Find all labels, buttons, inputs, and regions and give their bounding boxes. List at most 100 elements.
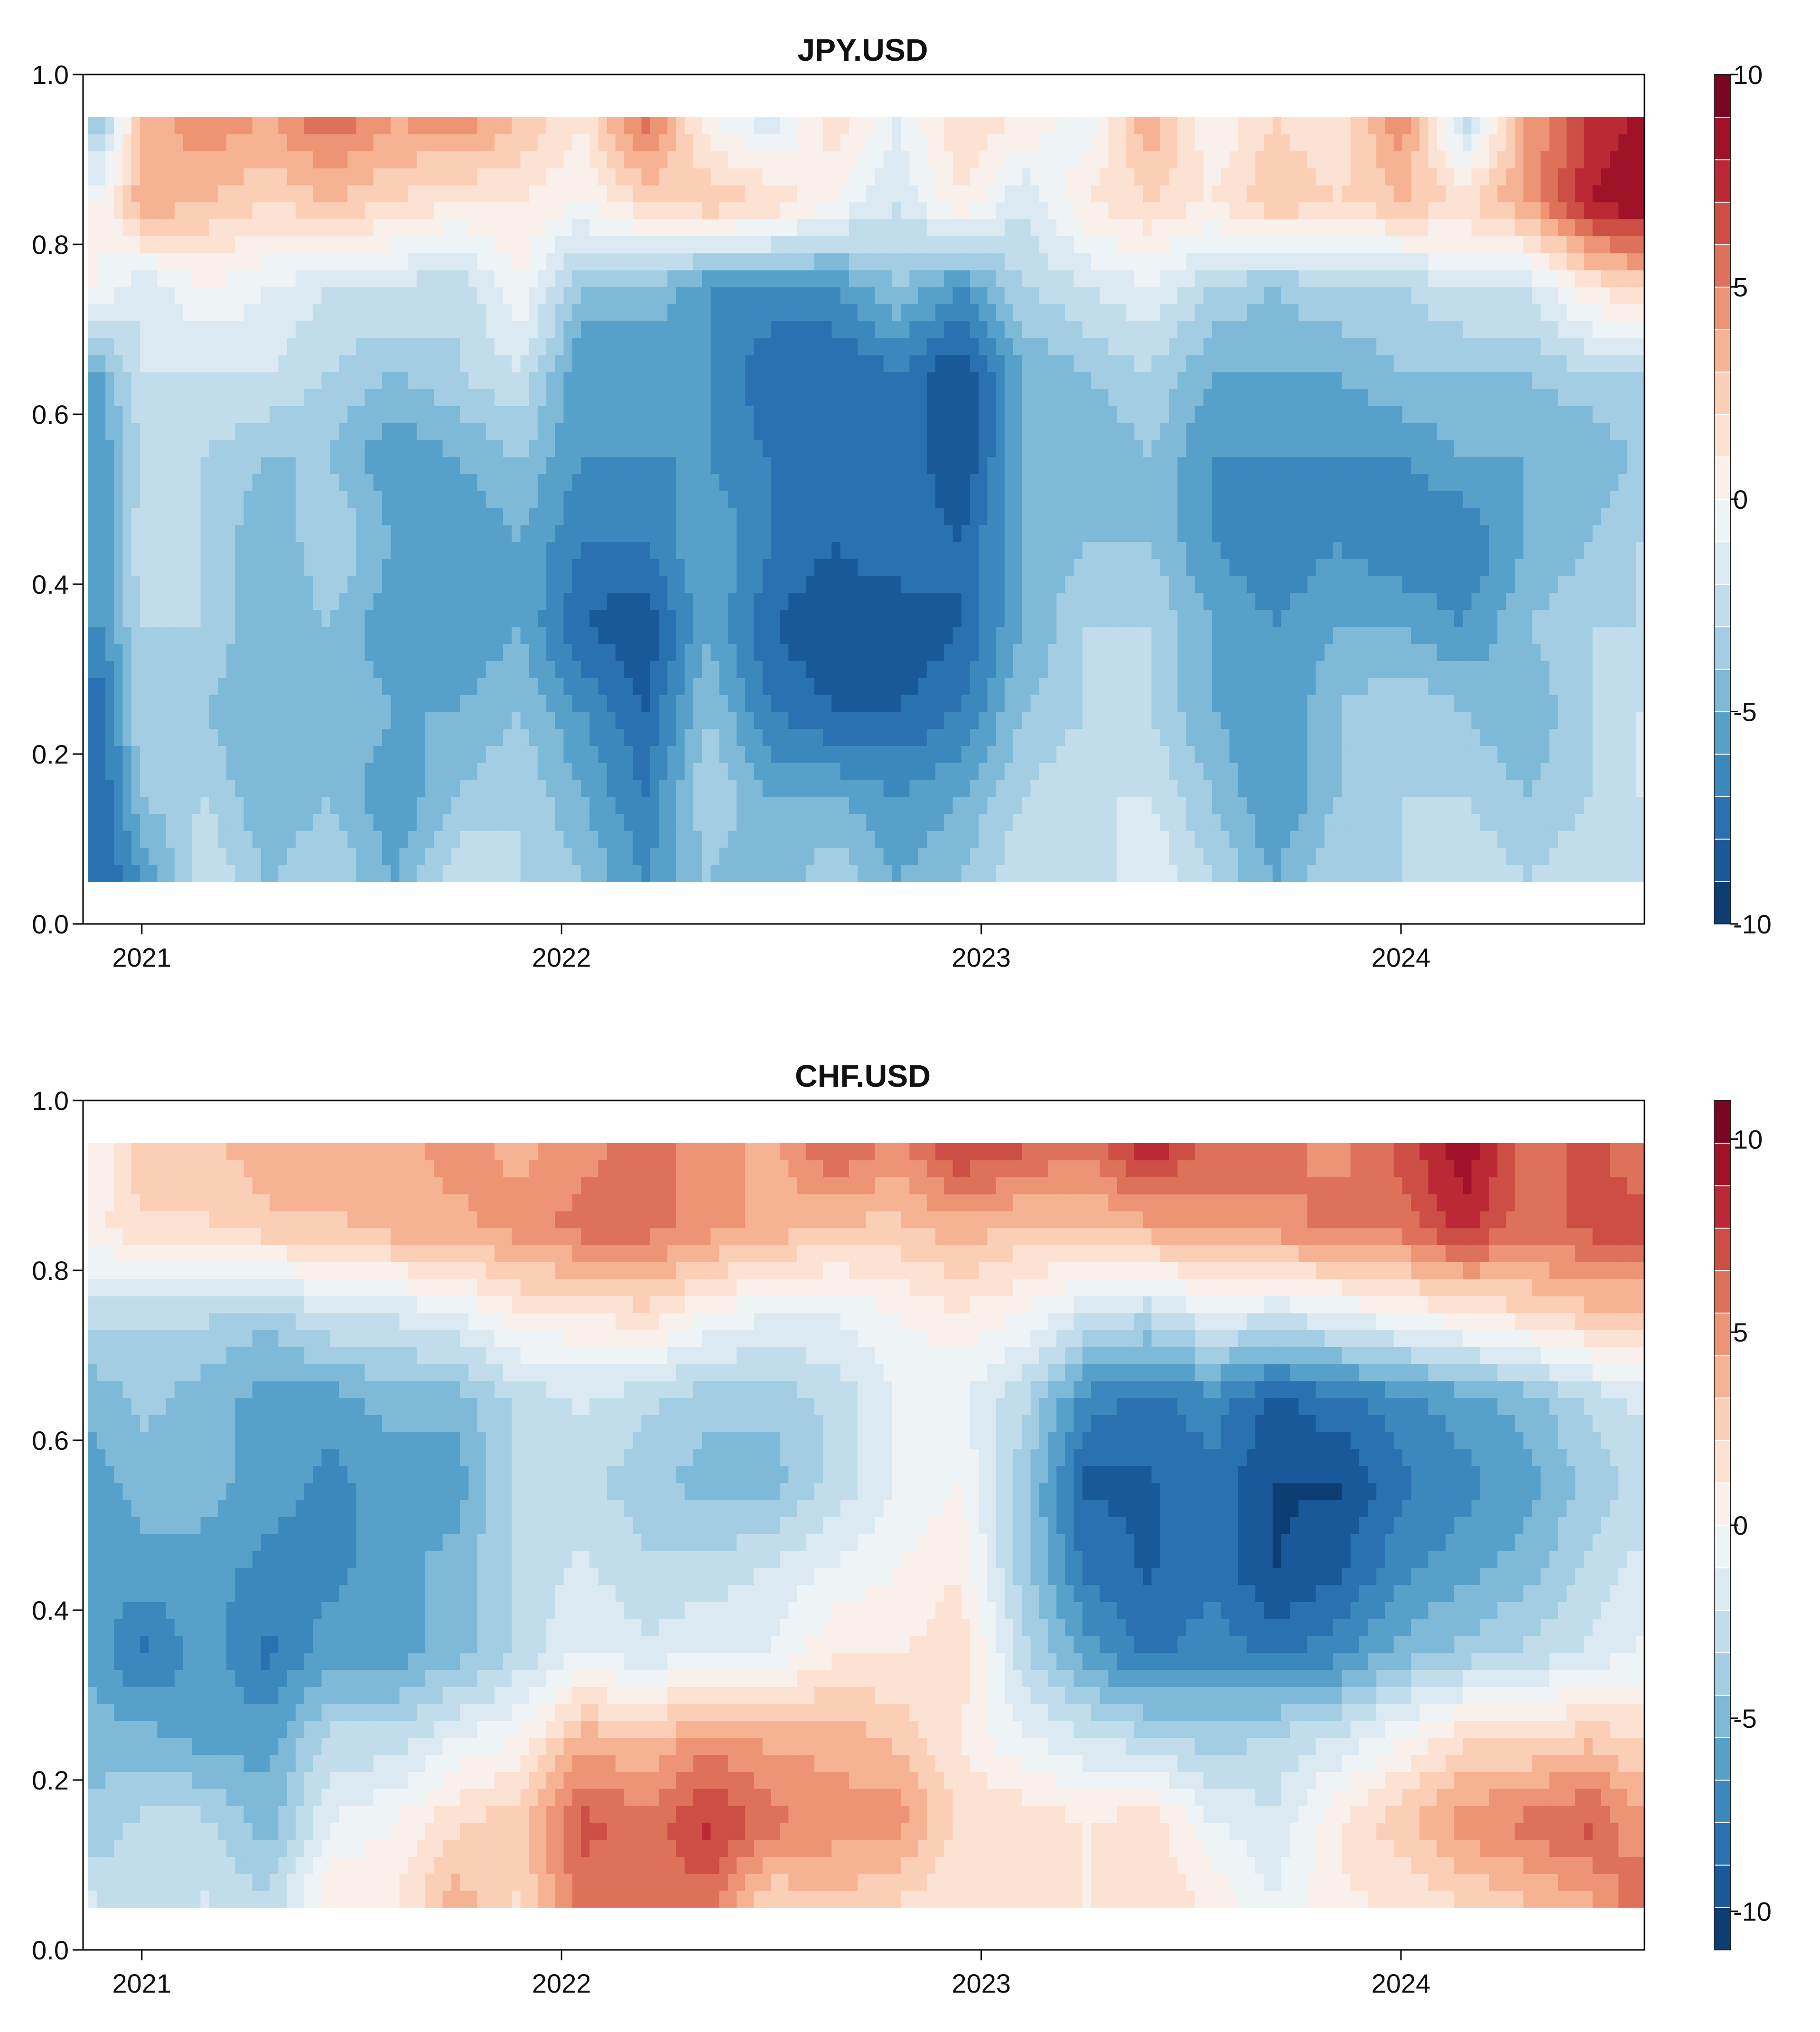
heatmap-cell (858, 337, 867, 355)
heatmap-cell (598, 541, 607, 559)
heatmap-cell (88, 389, 97, 406)
heatmap-cell (624, 592, 634, 610)
heatmap-cell (650, 626, 659, 644)
heatmap-cell (866, 134, 876, 151)
heatmap-cell (347, 372, 357, 390)
heatmap-cell (243, 592, 253, 610)
heatmap-cell (157, 592, 167, 610)
heatmap-cell (926, 541, 936, 559)
heatmap-cell (546, 304, 556, 321)
heatmap-cell (754, 711, 763, 729)
heatmap-cell (122, 864, 132, 882)
heatmap-cell (235, 661, 244, 678)
heatmap-cell (935, 202, 945, 220)
heatmap-cell (563, 847, 573, 865)
heatmap-cell (460, 287, 469, 305)
heatmap-cell (321, 219, 331, 236)
heatmap-cell (555, 796, 564, 814)
heatmap-cell (797, 321, 806, 338)
heatmap-cell (831, 491, 841, 508)
heatmap-cell (918, 592, 927, 610)
heatmap-cell (330, 694, 339, 712)
heatmap-cell (797, 592, 806, 610)
heatmap-cell (892, 576, 901, 593)
heatmap-cell (935, 151, 945, 168)
heatmap-cell (339, 643, 348, 661)
heatmap-cell (607, 219, 616, 236)
heatmap-cell (581, 541, 590, 559)
heatmap-cell (217, 592, 227, 610)
heatmap-cell (226, 796, 236, 814)
heatmap-cell (252, 219, 261, 236)
heatmap-cell (616, 830, 625, 848)
heatmap-cell (546, 321, 556, 338)
heatmap-cell (616, 219, 625, 236)
heatmap-cell (866, 354, 876, 373)
heatmap-cell (926, 168, 936, 186)
heatmap-cell (616, 711, 625, 729)
heatmap-cell (217, 711, 227, 729)
heatmap-cell (408, 117, 417, 135)
heatmap-cell (762, 422, 772, 440)
heatmap-cell (581, 457, 590, 475)
heatmap-cell (650, 457, 659, 475)
heatmap-cell (926, 422, 936, 440)
heatmap-cell (278, 337, 288, 355)
heatmap-cell (1004, 372, 1014, 390)
heatmap-cell (987, 507, 997, 525)
heatmap-cell (875, 661, 884, 678)
heatmap-cell (131, 728, 140, 746)
heatmap-cell (451, 592, 460, 610)
heatmap-cell (347, 779, 357, 797)
heatmap-cell (382, 746, 392, 763)
heatmap-cell (425, 219, 435, 236)
heatmap-cell (754, 439, 763, 457)
heatmap-cell (313, 252, 322, 270)
heatmap-cell (451, 168, 460, 186)
heatmap-cell (88, 643, 97, 661)
heatmap-cell (616, 762, 625, 780)
heatmap-cell (684, 830, 694, 848)
heatmap-cell (771, 524, 780, 542)
heatmap-cell (710, 252, 720, 270)
heatmap-cell (364, 389, 374, 406)
heatmap-cell (347, 541, 357, 559)
heatmap-cell (858, 864, 867, 882)
heatmap-cell (624, 813, 634, 831)
heatmap-cell (616, 270, 625, 288)
heatmap-cell (460, 694, 469, 712)
heatmap-cell (892, 643, 901, 661)
heatmap-cell (477, 746, 486, 763)
heatmap-cell (520, 677, 530, 695)
heatmap-cell (987, 813, 997, 831)
heatmap-cell (1039, 236, 1048, 253)
heatmap-cell (1022, 134, 1031, 151)
heatmap-cell (451, 661, 460, 678)
heatmap-cell (676, 134, 685, 151)
heatmap-cell (719, 321, 728, 338)
heatmap-cell (814, 830, 823, 848)
heatmap-cell (1013, 457, 1022, 475)
heatmap-cell (252, 422, 261, 440)
heatmap-cell (901, 270, 910, 288)
heatmap-cell (676, 372, 685, 390)
heatmap-cell (641, 779, 651, 797)
heatmap-cell (485, 134, 495, 151)
heatmap-cell (840, 439, 849, 457)
heatmap-cell (754, 321, 763, 338)
heatmap-cell (728, 457, 737, 475)
heatmap-cell (659, 372, 668, 390)
heatmap-cell (563, 422, 573, 440)
heatmap-cell (235, 219, 244, 236)
heatmap-cell (391, 643, 400, 661)
heatmap-cell (771, 304, 780, 321)
heatmap-cell (512, 372, 521, 390)
heatmap-cell (616, 389, 625, 406)
heatmap-cell (555, 643, 564, 661)
heatmap-cell (278, 389, 288, 406)
heatmap-cell (494, 677, 504, 695)
heatmap-cell (987, 457, 997, 475)
heatmap-cell (944, 151, 953, 168)
heatmap-cell (122, 389, 132, 406)
heatmap-cell (347, 592, 357, 610)
